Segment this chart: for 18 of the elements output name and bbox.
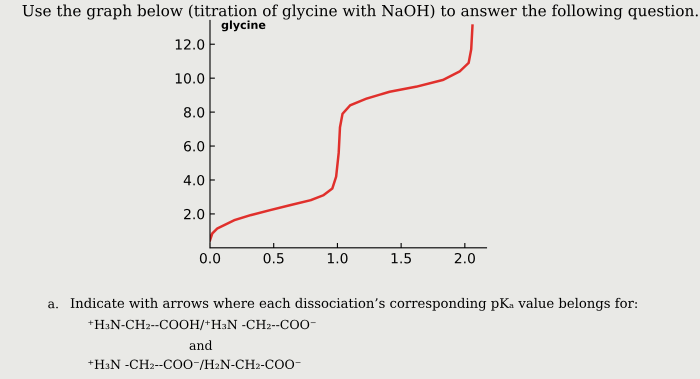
- y-tick-label: 4.0: [184, 174, 204, 186]
- text: and: [190, 340, 212, 350]
- x-tick-label: 0.0: [200, 252, 220, 264]
- y-tick-label: 6.0: [184, 141, 204, 152]
- text: ⁺H₃N -CH₂--COO⁻/H₂N-CH₂-COO⁻: [88, 360, 301, 370]
- x-tick-label: 1.0: [328, 252, 348, 264]
- y-tick-label: 2.0: [184, 208, 204, 220]
- y-tick-label: 8.0: [184, 107, 204, 118]
- x-tick-label: 1.5: [392, 253, 411, 264]
- text: Indicate with arrows where each dissociation’s corresponding pKₐ value belongs for:: [70, 298, 637, 311]
- y-tick-label: 10.0: [176, 73, 204, 84]
- y-tick-label: 12.0: [176, 39, 204, 50]
- x-tick-label: 0.5: [264, 252, 284, 264]
- chart-subtitle: glycine: [222, 20, 266, 32]
- chart-title: Use the graph below (titration of glycine with NaOH) to answer the following question.: [22, 4, 698, 20]
- text: ⁺H₃N-CH₂--COOH/⁺H₃N -CH₂--COO⁻: [88, 320, 316, 330]
- text: a.: [48, 302, 58, 308]
- x-tick-label: 2.0: [454, 252, 475, 264]
